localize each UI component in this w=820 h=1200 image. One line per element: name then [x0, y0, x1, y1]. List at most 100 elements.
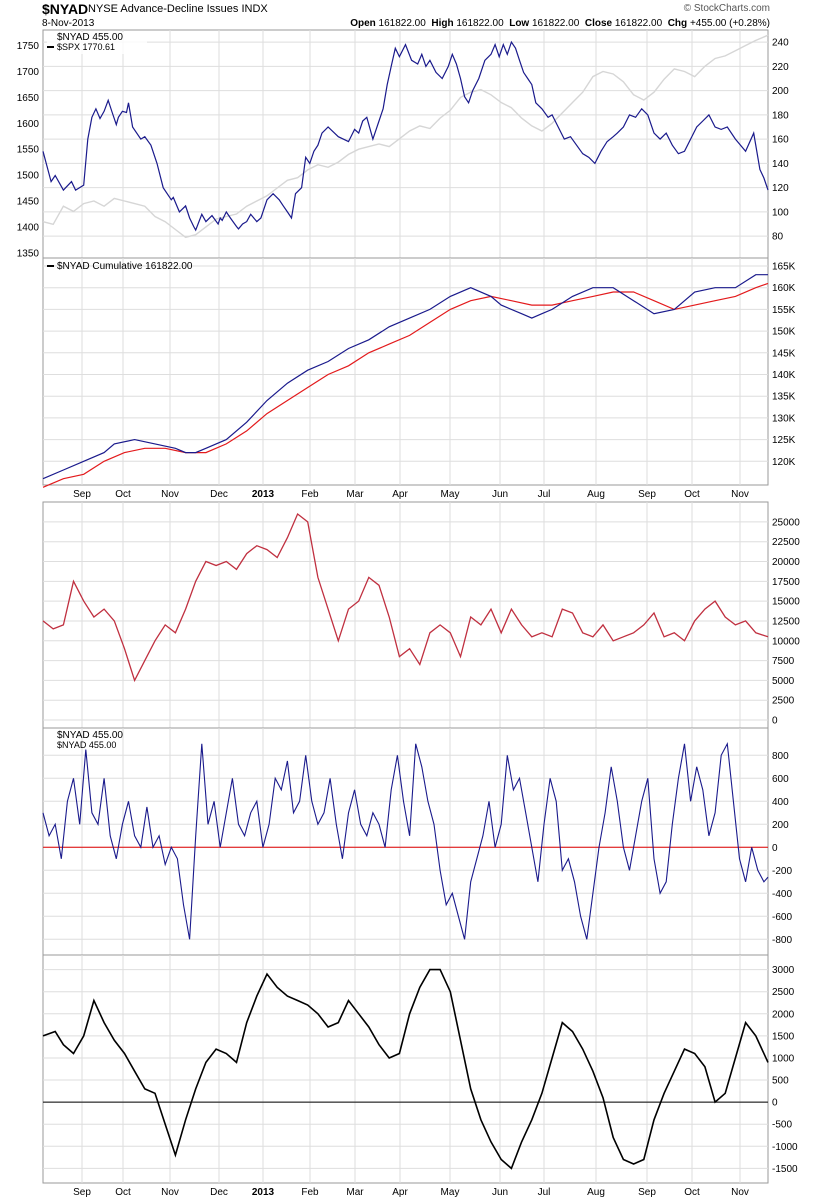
oscillator-black-tick-label: 0: [772, 1098, 778, 1109]
daily-tick-label: -800: [772, 935, 792, 946]
close-value: 161822.00: [614, 18, 663, 29]
x-axis-label: 2013: [252, 489, 275, 500]
price-panel: 1350 1400 1450 1500 1550 1600 1650 1700 1750 80 10…: [17, 29, 789, 259]
cumulative-tick-label: 120K: [772, 457, 796, 468]
oscillator-red-tick-label: 10000: [772, 636, 800, 647]
cumulative-panel: 120K 125K 130K 135K 140K 145K 150K 155K 160K 165K…: [42, 257, 796, 488]
price-left-tick-label: 1650: [17, 93, 40, 104]
cumulative-line: [42, 274, 768, 480]
cumulative-legend: $NYAD Cumulative 161822.00: [57, 261, 193, 272]
daily-panel: -800 -600 -400 -200 0 200 400 600 800 $NYAD 455.0…: [42, 727, 792, 956]
exchange-label: INDX: [241, 3, 268, 15]
daily-tick-label: 600: [772, 774, 789, 785]
x-axis-label: Jun: [492, 489, 508, 500]
cumulative-tick-label: 160K: [772, 283, 796, 294]
x-axis-label-bottom: Feb: [301, 1187, 319, 1198]
daily-nyad-line: [42, 741, 769, 940]
x-axis-label: Sep: [73, 489, 91, 500]
price-right-tick-label: 100: [772, 207, 789, 218]
oscillator-black-tick-label: 1500: [772, 1031, 795, 1042]
price-right-tick-label: 200: [772, 86, 789, 97]
x-axis-label: Dec: [210, 489, 228, 500]
price-panel-border: [42, 29, 769, 259]
oscillator-red-panel: 0 2500 5000 7500 10000 12500 15000 17500 20000 22…: [42, 501, 800, 729]
description-text: NYSE Advance-Decline Issues: [88, 3, 239, 15]
x-axis-label: Oct: [115, 489, 131, 500]
moving-average-line: [42, 282, 769, 488]
x-axis-label-bottom: Mar: [346, 1187, 364, 1198]
price-right-tick-label: 140: [772, 159, 789, 170]
oscillator-black-panel: -1500 -1000 -500 0 500 1000 1500 2000 2500 3000: [42, 954, 798, 1184]
price-left-tick-label: 1750: [17, 41, 40, 52]
x-axis-label: Oct: [684, 489, 700, 500]
oscillator-red-tick-label: 20000: [772, 557, 800, 568]
ohlc-summary: Open 161822.00 High 161822.00 Low 161822…: [350, 18, 770, 29]
price-right-tick-label: 220: [772, 62, 789, 73]
daily-tick-label: 200: [772, 820, 789, 831]
price-legend-spx: $SPX 1770.61: [57, 42, 115, 52]
daily-tick-label: 800: [772, 751, 789, 762]
oscillator-red-tick-label: 17500: [772, 577, 800, 588]
x-axis-label-bottom: May: [441, 1187, 460, 1198]
x-axis-label-bottom: 2013: [252, 1187, 275, 1198]
x-axis-label-bottom: Aug: [587, 1187, 605, 1198]
price-right-tick-label: 160: [772, 135, 789, 146]
cumulative-tick-label: 125K: [772, 435, 796, 446]
oscillator-black-tick-label: 1000: [772, 1053, 795, 1064]
x-axis-label-bottom: Oct: [115, 1187, 131, 1198]
chg-value: +455.00 (+0.28%): [689, 18, 770, 29]
oscillator-red-tick-label: 15000: [772, 597, 800, 608]
cumulative-panel-border: [42, 257, 769, 486]
high-value: 161822.00: [456, 18, 504, 29]
oscillator-red-tick-label: 25000: [772, 517, 800, 528]
price-legend-nyad: $NYAD 455.00: [57, 32, 123, 43]
cumulative-tick-label: 140K: [772, 370, 796, 381]
oscillator-red-panel-border: [42, 501, 769, 729]
daily-tick-label: 400: [772, 797, 789, 808]
low-value: 161822.00: [532, 18, 580, 29]
daily-tick-label: -400: [772, 889, 792, 900]
oscillator-red-tick-label: 22500: [772, 537, 800, 548]
daily-legend-1: $NYAD 455.00: [57, 730, 123, 741]
chart-header: $NYAD NYSE Advance-Decline Issues INDX 8…: [0, 0, 820, 32]
price-right-tick-label: 80: [772, 232, 784, 243]
open-value: 161822.00: [378, 18, 426, 29]
oscillator-black-tick-label: -1000: [772, 1142, 798, 1153]
oscillator-black-line: [42, 968, 769, 1170]
open-label: Open: [350, 18, 376, 29]
x-axis-label: Apr: [392, 489, 408, 500]
x-axis-label-bottom: Jun: [492, 1187, 508, 1198]
oscillator-black-tick-label: -1500: [772, 1164, 798, 1175]
x-axis-label: May: [441, 489, 460, 500]
chart-date: 8-Nov-2013: [42, 18, 95, 29]
price-left-tick-label: 1500: [17, 171, 40, 182]
nyad-line: [42, 40, 769, 232]
price-left-tick-label: 1550: [17, 145, 40, 156]
price-legend-bg: [47, 32, 147, 54]
cumulative-tick-label: 155K: [772, 305, 796, 316]
cumulative-tick-label: 145K: [772, 348, 796, 359]
symbol-title: $NYAD: [42, 1, 89, 17]
stockcharts-logo[interactable]: © StockCharts.com: [683, 3, 770, 14]
oscillator-black-panel-border: [42, 954, 769, 1184]
oscillator-black-tick-label: -500: [772, 1120, 792, 1131]
x-axis-label: Nov: [161, 489, 179, 500]
chg-label: Chg: [667, 18, 688, 29]
x-axis-label: Jul: [538, 489, 551, 500]
oscillator-red-line: [42, 512, 769, 683]
cumulative-tick-label: 135K: [772, 392, 796, 403]
price-right-tick-label: 240: [772, 38, 789, 49]
x-axis-label: Aug: [587, 489, 605, 500]
x-axis-label-bottom: Jul: [538, 1187, 551, 1198]
cumulative-tick-label: 130K: [772, 413, 796, 424]
x-axis-label: Nov: [731, 489, 749, 500]
x-axis-label: Feb: [301, 489, 319, 500]
spx-line: [42, 34, 769, 239]
symbol-description: NYSE Advance-Decline Issues INDX: [88, 3, 268, 15]
x-axis-label-bottom: Dec: [210, 1187, 228, 1198]
oscillator-black-tick-label: 500: [772, 1076, 789, 1087]
x-axis-label-bottom: Apr: [392, 1187, 408, 1198]
price-left-tick-label: 1450: [17, 197, 40, 208]
x-axis-label-bottom: Sep: [638, 1187, 656, 1198]
